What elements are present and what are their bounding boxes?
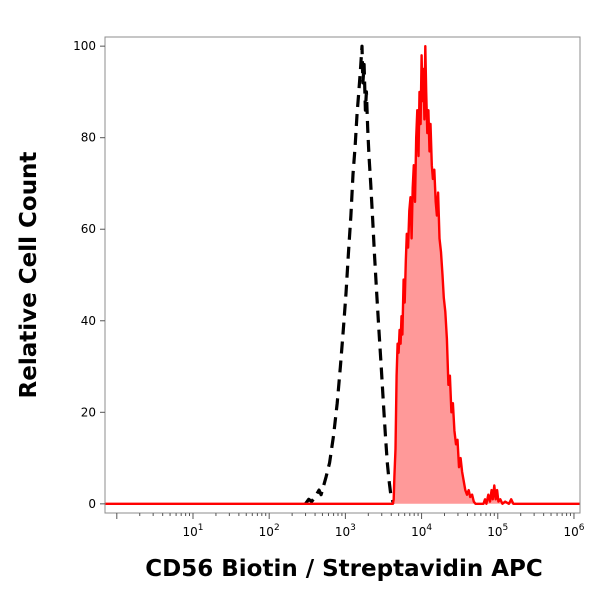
x-tick-label: 104 xyxy=(411,523,432,539)
x-tick-label: 103 xyxy=(335,523,356,539)
x-tick-label: 105 xyxy=(487,523,508,539)
y-tick-label: 0 xyxy=(88,497,96,511)
series-1-area xyxy=(105,46,580,504)
y-axis: 0 20 40 60 80 100 xyxy=(73,39,105,511)
x-tick-label: 101 xyxy=(182,523,203,539)
x-tick-label: 106 xyxy=(563,523,584,539)
y-axis-title: Relative Cell Count xyxy=(16,152,42,399)
x-tick-label: 102 xyxy=(259,523,280,539)
y-tick-label: 20 xyxy=(81,405,96,419)
y-tick-label: 100 xyxy=(73,39,96,53)
x-axis-title: CD56 Biotin / Streptavidin APC xyxy=(145,556,543,582)
plot-frame xyxy=(104,36,581,514)
series-1-line xyxy=(105,45,580,505)
series-0-line xyxy=(304,44,396,505)
x-axis: 101 102 103 104 105 106 xyxy=(116,513,585,539)
y-tick-label: 80 xyxy=(81,131,96,145)
series-layer xyxy=(105,44,580,505)
y-tick-label: 40 xyxy=(81,314,96,328)
y-tick-label: 60 xyxy=(81,222,96,236)
